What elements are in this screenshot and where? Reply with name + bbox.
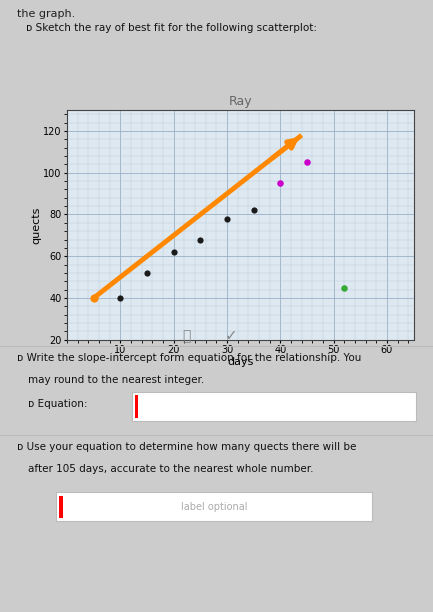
Text: ᴅ Sketch the ray of best fit for the following scatterplot:: ᴅ Sketch the ray of best fit for the fol…: [26, 23, 317, 33]
Point: [341, 283, 348, 293]
Text: ᴅ Write the slope-intercept form equation for the relationship. You: ᴅ Write the slope-intercept form equatio…: [17, 353, 362, 363]
Text: after 105 days, accurate to the nearest whole number.: after 105 days, accurate to the nearest …: [28, 464, 313, 474]
Point: [304, 157, 310, 167]
Point: [197, 234, 204, 244]
Point: [90, 293, 97, 303]
Text: 🖊: 🖊: [182, 329, 190, 343]
Text: ᴅ Equation:: ᴅ Equation:: [28, 399, 87, 409]
Text: the graph.: the graph.: [17, 9, 76, 19]
X-axis label: days: days: [227, 357, 253, 367]
Point: [90, 293, 97, 303]
Point: [250, 206, 257, 215]
Point: [144, 268, 151, 278]
Point: [170, 247, 177, 257]
Text: ᴅ Use your equation to determine how many quects there will be: ᴅ Use your equation to determine how man…: [17, 442, 357, 452]
FancyBboxPatch shape: [59, 496, 63, 518]
Text: may round to the nearest integer.: may round to the nearest integer.: [28, 375, 204, 385]
Point: [223, 214, 230, 223]
FancyBboxPatch shape: [135, 395, 138, 417]
Title: Ray: Ray: [229, 95, 252, 108]
Text: label optional: label optional: [181, 502, 248, 512]
Point: [117, 293, 124, 303]
Y-axis label: quects: quects: [32, 206, 42, 244]
Point: [277, 178, 284, 188]
Text: ✓: ✓: [225, 327, 238, 343]
